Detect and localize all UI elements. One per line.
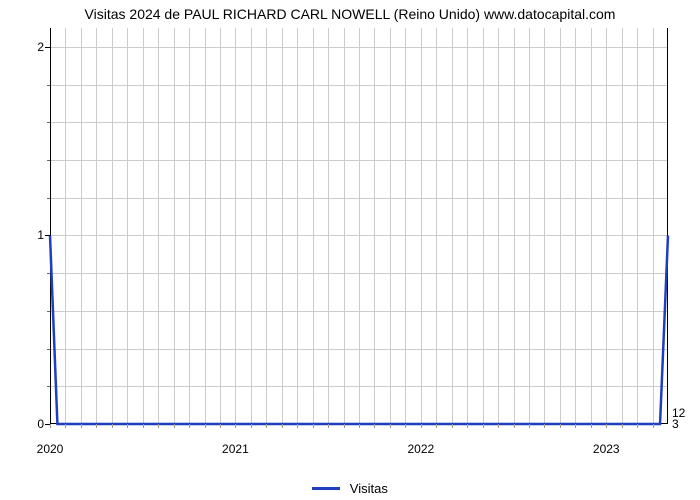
x-minor-tick (235, 424, 236, 428)
legend: Visitas (0, 480, 700, 496)
x-minor-tick (498, 424, 499, 428)
x-minor-tick (622, 424, 623, 428)
y-minor-tick (47, 160, 50, 161)
x-minor-tick (282, 424, 283, 428)
x-minor-tick (390, 424, 391, 428)
x-minor-tick (266, 424, 267, 428)
y-minor-tick (47, 122, 50, 123)
y-tick (45, 235, 50, 236)
x-minor-tick (467, 424, 468, 428)
plot-area (50, 28, 668, 424)
x-minor-tick (220, 424, 221, 428)
x-minor-tick (452, 424, 453, 428)
x-minor-tick (65, 424, 66, 428)
x-minor-tick (81, 424, 82, 428)
x-minor-tick (359, 424, 360, 428)
y-minor-tick (47, 273, 50, 274)
x-minor-tick (205, 424, 206, 428)
x-minor-tick (96, 424, 97, 428)
x-minor-tick (374, 424, 375, 428)
y-minor-tick (47, 85, 50, 86)
x-tick-label: 2022 (407, 442, 434, 456)
y-tick-label: 2 (30, 40, 44, 54)
x-minor-tick (529, 424, 530, 428)
x-minor-tick (575, 424, 576, 428)
y-tick (45, 47, 50, 48)
legend-swatch (312, 487, 340, 490)
y-minor-tick (47, 311, 50, 312)
x-minor-tick (328, 424, 329, 428)
x-minor-tick (313, 424, 314, 428)
y2-tick-label: 3 (672, 417, 679, 431)
y-minor-tick (47, 198, 50, 199)
x-minor-tick (606, 424, 607, 428)
x-tick-label: 2023 (593, 442, 620, 456)
x-minor-tick (436, 424, 437, 428)
x-minor-tick (50, 424, 51, 428)
x-minor-tick (112, 424, 113, 428)
x-minor-tick (251, 424, 252, 428)
y-tick-label: 1 (30, 228, 44, 242)
x-tick-label: 2020 (37, 442, 64, 456)
x-minor-tick (174, 424, 175, 428)
x-minor-tick (544, 424, 545, 428)
x-tick-label: 2021 (222, 442, 249, 456)
series-line (50, 28, 668, 424)
x-minor-tick (297, 424, 298, 428)
x-minor-tick (405, 424, 406, 428)
chart-root: Visitas 2024 de PAUL RICHARD CARL NOWELL… (0, 0, 700, 500)
x-minor-tick (344, 424, 345, 428)
legend-label: Visitas (350, 481, 388, 496)
y-minor-tick (47, 349, 50, 350)
x-minor-tick (189, 424, 190, 428)
chart-title: Visitas 2024 de PAUL RICHARD CARL NOWELL… (0, 6, 700, 22)
x-minor-tick (143, 424, 144, 428)
x-minor-tick (127, 424, 128, 428)
x-minor-tick (514, 424, 515, 428)
x-minor-tick (591, 424, 592, 428)
x-minor-tick (653, 424, 654, 428)
x-minor-tick (158, 424, 159, 428)
y-tick-label: 0 (30, 417, 44, 431)
x-minor-tick (560, 424, 561, 428)
x-minor-tick (483, 424, 484, 428)
x-minor-tick (421, 424, 422, 428)
y-minor-tick (47, 386, 50, 387)
x-minor-tick (637, 424, 638, 428)
